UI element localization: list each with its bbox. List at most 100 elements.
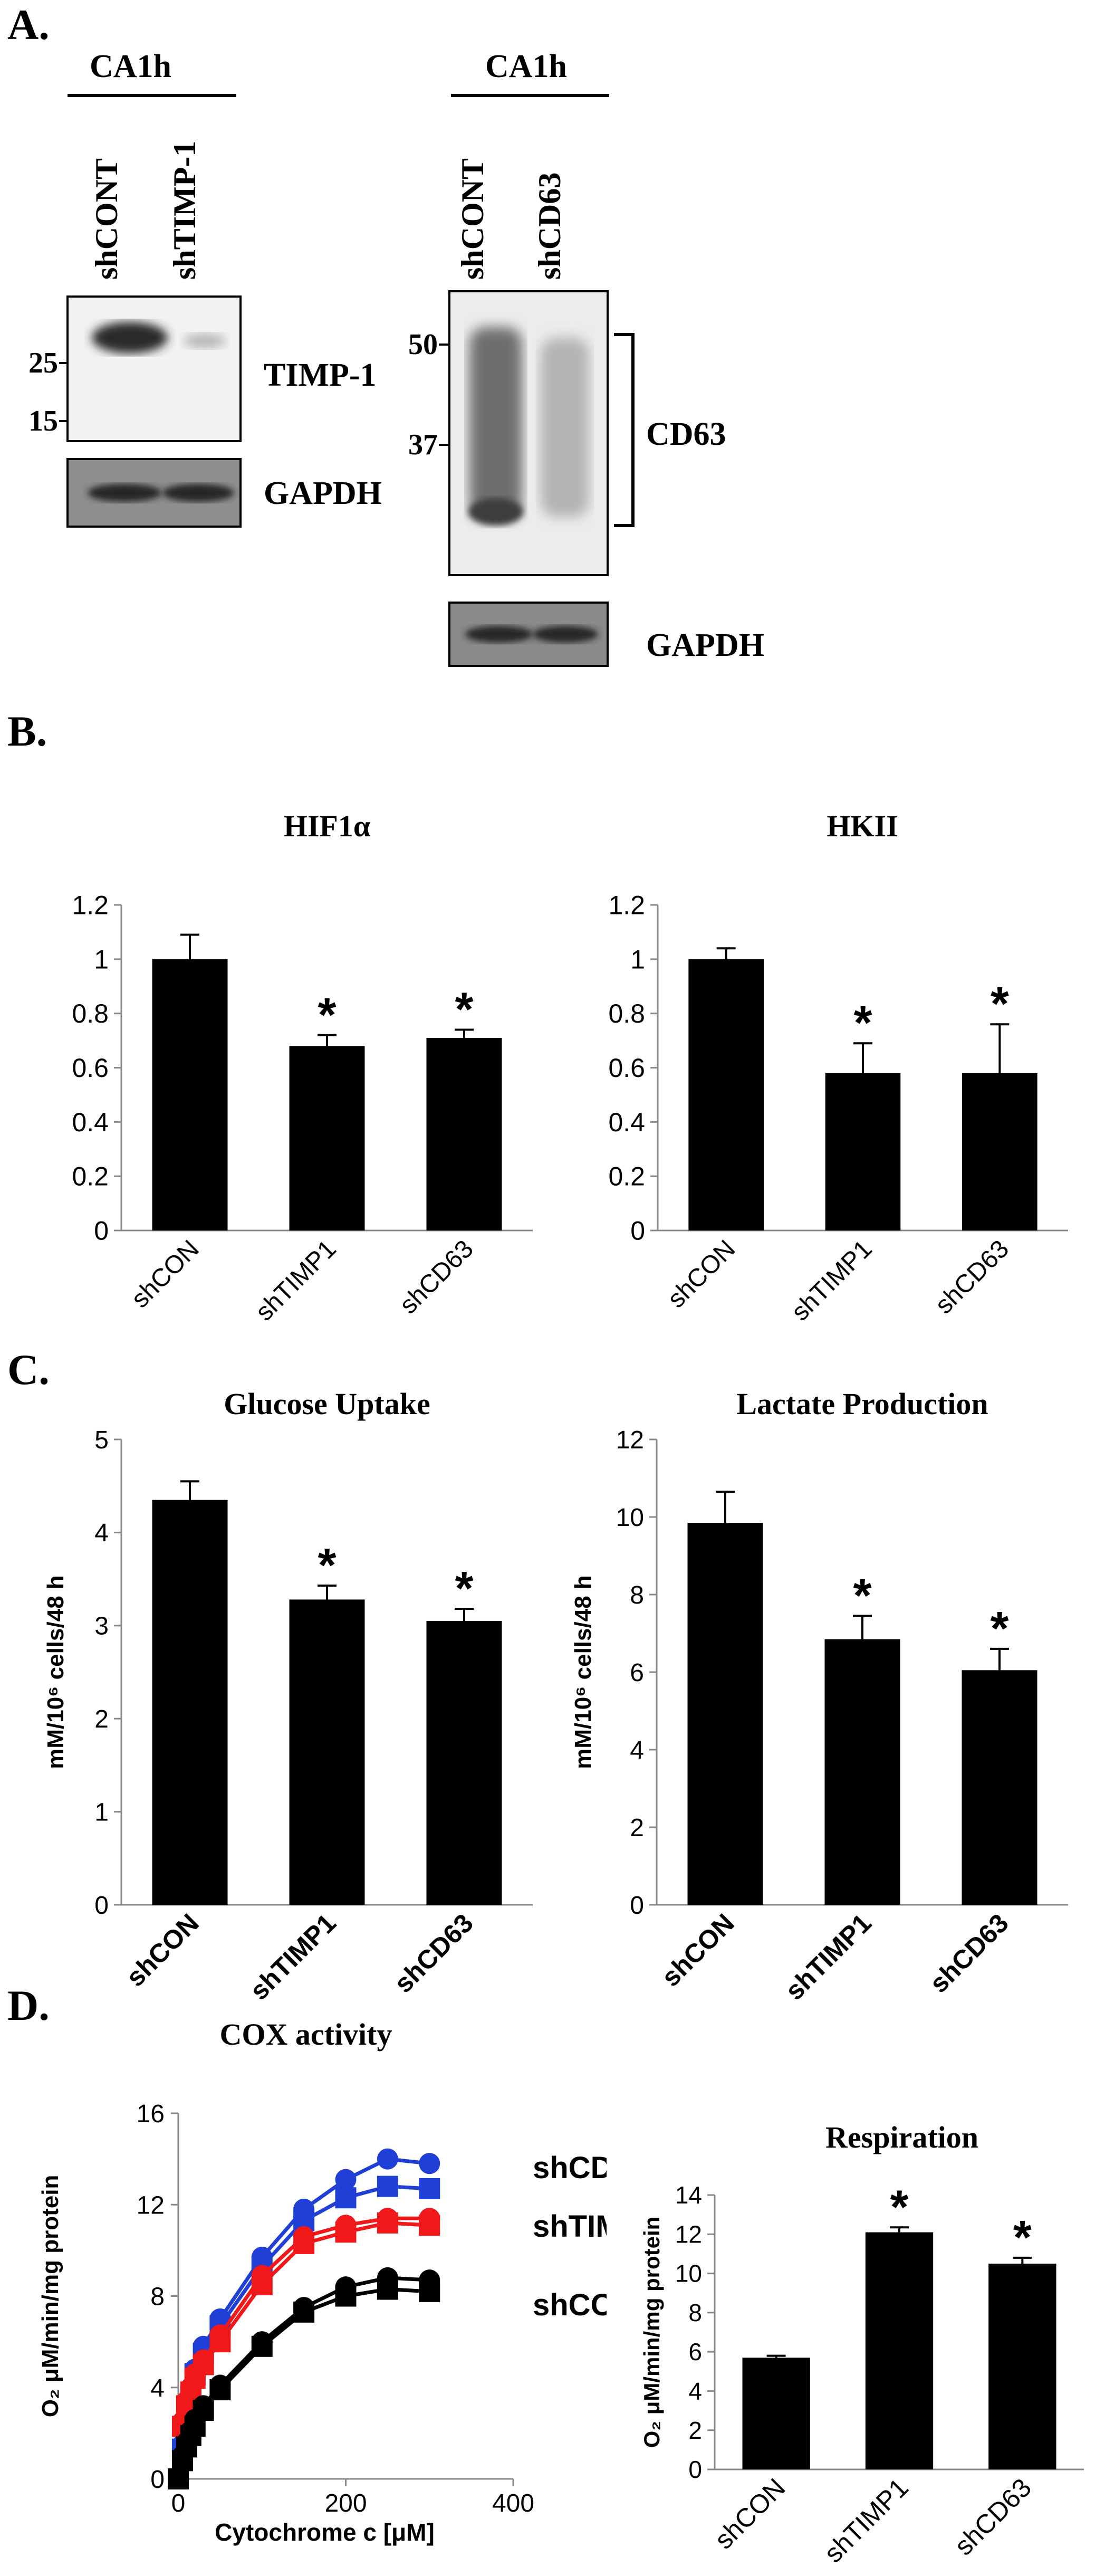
blot2-band-shcont-low [468,498,523,526]
hk-ytick-label: 0.2 [608,1162,645,1191]
blot1-timp1-membrane [66,295,242,442]
hif-significance-mark: * [318,989,336,1042]
blot1-gapdh-band-1 [88,484,161,502]
hif-category-label: shCON [126,1235,205,1313]
cox-point [193,2354,214,2375]
cox-ytick-label: 4 [150,2374,165,2402]
hif-category-label: shTIMP1 [251,1235,342,1326]
blot1-loading-label: GAPDH [264,475,382,511]
glu-ytick-label: 3 [94,1613,109,1640]
glu-significance-mark: * [455,1562,473,1615]
lac-y-axis-label: mM/10⁶ cells/48 h [570,1575,596,1769]
blot2-smear-shcd63 [541,338,589,517]
cox-point [293,2232,315,2254]
blot2-lane-2-label: shCD63 [532,172,567,280]
cox-y-axis-label: O₂ μM/min/mg protein [37,2175,63,2418]
glu-category-label: shCD63 [389,1908,479,1998]
cox-series-label-shCD63: shCD63 [533,2151,607,2185]
blot1-lane-2-label: shTIMP-1 [167,140,202,280]
resp-bar-shCD63 [988,2264,1056,2469]
glu-category-label: shTIMP1 [244,1908,342,2006]
resp-bar-shTIMP1 [865,2232,934,2469]
glu-ytick-label: 4 [94,1519,109,1547]
cox-series-5 [168,2278,440,2489]
blot2-cd63-membrane [448,290,609,576]
hk-plot: HKII 0 0.2 0.4 0.6 0.8 1 1.2 shCON * shTIMP1 * shCD6… [608,809,1068,1327]
resp-y-axis-label: O₂ μM/min/mg protein [639,2217,664,2448]
cox-xtick-label: 400 [492,2489,534,2517]
glu-significance-mark: * [318,1539,336,1592]
cox-ytick-label: 0 [150,2466,165,2494]
cox-point [251,2274,273,2295]
chart-glucose-uptake: Glucose Uptake 0 1 2 3 4 5 mM/10⁶ cells/48 h shC… [43,1387,533,2006]
blot2-cell-line: CA1h [485,49,568,84]
blot1-band-shtimp1 [184,333,226,348]
hk-category-label: shCD63 [930,1235,1014,1319]
lac-bar-shCD63 [962,1670,1037,1905]
blot2-underline [451,94,609,97]
cox-point [335,2285,357,2307]
blot1-underline [68,94,236,97]
cox-point [193,2400,214,2421]
hk-ytick-label: 0.4 [608,1108,645,1137]
cox-point [209,2331,231,2353]
chart-hkii: HKII 0 0.2 0.4 0.6 0.8 1 1.2 shCON * shTIMP1 * shCD6… [608,809,1068,1327]
glu-ytick-label: 0 [94,1892,109,1920]
lac-ytick-label: 8 [630,1581,644,1609]
hk-significance-mark: * [853,997,872,1050]
blot1-protein-label: TIMP-1 [264,357,377,393]
resp-ytick-label: 2 [688,2417,702,2444]
hk-bar-shTIMP1 [825,1073,901,1230]
lac-bar-shCON [687,1523,763,1905]
glu-category-label: shCON [120,1908,204,1992]
cox-point [335,2169,357,2190]
cox-plot: COX activity 0 4 8 12 16 0 200 400 Cytochrome c [… [37,2017,607,2546]
cox-ytick-label: 12 [137,2191,165,2219]
hif-bar-shTIMP1 [289,1046,365,1230]
hif-title: HIF1α [284,809,370,843]
resp-category-label: shCON [709,2473,791,2555]
chart-hif1a: HIF1α 0 0.2 0.4 0.6 0.8 1 1.2 shCON * shTIMP1 * shCD… [72,809,533,1327]
glu-y-axis-label: mM/10⁶ cells/48 h [43,1575,69,1769]
cox-series-label-shCON: shCON [533,2288,607,2322]
chart-lactate-production: Lactate Production 0 2 4 6 8 10 12 mM/10⁶ cells/… [570,1387,1068,2006]
cox-point [377,2148,398,2170]
cox-point [293,2301,315,2323]
lac-significance-mark: * [853,1569,871,1622]
chart-cox-activity: COX activity 0 4 8 12 16 0 200 400 Cytochrome c [… [37,2017,607,2546]
hif-category-label: shCD63 [395,1235,479,1319]
hif-ytick-label: 1 [94,944,109,974]
resp-ytick-label: 10 [675,2260,702,2287]
cox-point [377,2278,398,2300]
lac-title: Lactate Production [736,1387,988,1421]
lac-ytick-label: 10 [616,1504,644,1532]
blot2-gapdh-band-1 [465,626,533,643]
hk-bar-shCON [688,959,764,1230]
glu-ytick-label: 1 [94,1798,109,1826]
cox-point [419,2178,440,2199]
panel-letter-a: A. [7,1,50,49]
lac-bar-shTIMP1 [824,1639,900,1905]
cox-series-label-shTIMP1: shTIMP1 [533,2209,607,2244]
hk-category-label: shTIMP1 [786,1235,878,1326]
resp-ytick-label: 8 [688,2299,702,2326]
blot1-lane-1-label: shCONT [89,158,124,280]
panel-letter-c: C. [7,1346,50,1394]
blot2-tick-37 [439,444,449,446]
cox-ytick-label: 16 [137,2100,165,2128]
hk-ytick-label: 0 [630,1216,645,1246]
hk-bar-shCD63 [962,1073,1037,1230]
lac-ytick-label: 12 [616,1426,644,1454]
lac-category-label: shCD63 [924,1908,1014,1998]
cox-point [377,2212,398,2234]
cox-ytick-label: 8 [150,2283,165,2311]
hif-bar-shCD63 [426,1037,502,1230]
hk-ytick-label: 1 [630,944,645,974]
blot1-tick-15 [59,420,68,422]
resp-plot: Respiration 0 2 4 6 8 10 12 14 O₂ μM/min/mg prote… [639,2120,1084,2568]
blot1-marker-25: 25 [28,347,58,379]
resp-category-label: shTIMP1 [819,2473,914,2568]
glu-bar-shTIMP1 [289,1599,365,1905]
resp-ytick-label: 6 [688,2338,702,2365]
